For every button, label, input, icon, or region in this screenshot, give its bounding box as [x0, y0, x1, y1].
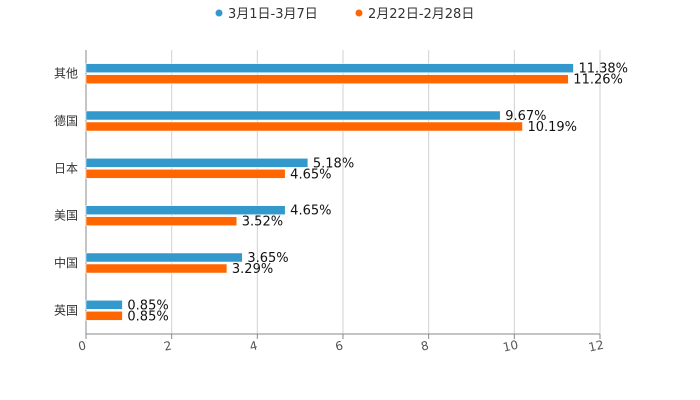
- bar-series1-4: [85, 205, 286, 215]
- category-label-2: 德国: [54, 113, 78, 128]
- category-label-6: 英国: [54, 303, 78, 317]
- data-label-series2-6: 0.85%: [127, 309, 168, 324]
- x-tick-label-10: 10: [502, 338, 520, 355]
- bar-series1-5: [85, 252, 243, 263]
- bar-series2-1: [85, 74, 569, 84]
- bar-series2-4: [85, 216, 238, 226]
- bar-series2-3: [85, 169, 286, 179]
- bar-series1-3: [85, 158, 309, 168]
- category-label-5: 中国: [54, 255, 78, 270]
- bar-series2-6: [85, 311, 123, 321]
- data-label-series2-4: 3.52%: [242, 215, 283, 230]
- bar-series2-2: [85, 121, 523, 132]
- category-label-1: 其他: [54, 67, 78, 81]
- legend-marker-2: [355, 9, 363, 17]
- bar-series1-1: [85, 63, 574, 73]
- legend-label-1: 3月1日-3月7日: [228, 7, 318, 22]
- data-label-series2-5: 3.29%: [232, 262, 273, 277]
- axes: 0 2 4 6 8 10 12: [77, 50, 605, 355]
- data-label-series2-1: 11.26%: [573, 73, 623, 88]
- x-tick-label-0: 0: [77, 338, 87, 353]
- data-label-series1-3: 5.18%: [313, 156, 354, 171]
- x-tick-label-4: 4: [248, 338, 258, 353]
- bars: [85, 63, 574, 321]
- data-label-series1-1: 11.38%: [578, 62, 628, 77]
- data-label-series1-4: 4.65%: [290, 204, 331, 219]
- bar-series2-5: [85, 263, 228, 274]
- bar-series1-2: [85, 110, 501, 121]
- grid: [85, 50, 601, 334]
- legend-label-2: 2月22日-2月28日: [368, 7, 474, 22]
- legend: 3月1日-3月7日 2月22日-2月28日: [215, 7, 474, 22]
- data-label-series2-2: 10.19%: [527, 120, 577, 135]
- data-label-series2-3: 4.65%: [290, 167, 331, 182]
- category-label-3: 日本: [54, 161, 78, 175]
- data-label-series1-5: 3.65%: [247, 251, 288, 266]
- legend-marker-1: [215, 9, 223, 17]
- x-tick-label-8: 8: [420, 338, 430, 353]
- x-tick-label-12: 12: [587, 338, 605, 355]
- data-label-series1-6: 0.85%: [127, 298, 168, 313]
- x-tick-label-2: 2: [163, 338, 173, 353]
- category-label-4: 美国: [54, 209, 78, 223]
- labels: 其他 11.38%11.26%德国 9.67%10.19%日本 5.18%4.65%美…: [54, 62, 628, 325]
- x-tick-label-6: 6: [334, 338, 344, 353]
- data-label-series1-2: 9.67%: [505, 109, 546, 124]
- bar-series1-6: [85, 300, 123, 310]
